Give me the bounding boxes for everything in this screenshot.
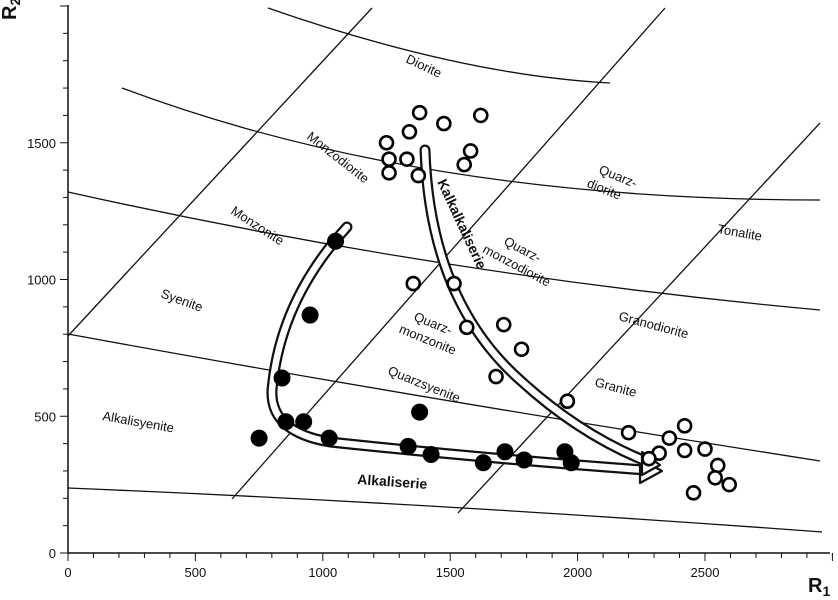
kalkalkali-point (641, 450, 657, 467)
y-tick-label: 1000 (27, 273, 56, 288)
field-label-quarzmonzodiorite: Quarz- monzodiorite (480, 226, 561, 289)
alkali-point (496, 443, 514, 461)
kalkalkali-point (458, 319, 475, 336)
alkali-point (250, 429, 268, 447)
kalkalkali-point (676, 442, 693, 459)
boundary-curve (457, 122, 821, 514)
y-axis-title: R2 (0, 0, 23, 20)
alkali-point (474, 454, 492, 472)
kalkalkali-point (495, 316, 512, 333)
alkali-point (411, 403, 429, 421)
field-label-tonalite: Tonalite (716, 221, 763, 244)
alkali-point (515, 451, 533, 469)
series-label-alkaliserie: Alkaliserie (357, 471, 428, 492)
kalkalkali-point (462, 143, 479, 159)
y-tick-label: 1500 (27, 136, 56, 151)
alkali-point (320, 429, 338, 447)
kalkalkali-point (405, 275, 422, 292)
kalkalkali-point (401, 124, 418, 140)
kalkalkali-point (709, 457, 726, 474)
kalkalkali-point (399, 151, 415, 167)
alkali-point (273, 369, 291, 387)
kalkalkali-point (436, 115, 452, 132)
kalkalkali-point (559, 393, 576, 410)
kalkalkali-point (446, 275, 462, 292)
x-tick-label: 500 (185, 565, 207, 580)
field-label-syenite: Syenite (159, 286, 205, 315)
field-labels: Diorite Monzodiorite Monzonite Syenite A… (101, 51, 763, 435)
alkali-point (562, 454, 580, 472)
field-label-quarzdiorite: Quarz- diorite (585, 160, 643, 208)
field-label-alkalisyenite: Alkalisyenite (101, 408, 175, 435)
alkali-point (301, 306, 319, 324)
boundary-curve (67, 487, 823, 533)
kalkalkali-point (721, 476, 738, 493)
boundary-curve (121, 87, 821, 201)
field-label-quarzmonzonite: Quarz- monzonite (397, 306, 465, 358)
boundary-curve (67, 7, 373, 337)
kalkalkali-point (456, 156, 473, 173)
field-label-diorite: Diorite (404, 51, 444, 80)
kalkalkali-point (513, 341, 530, 358)
data-points (250, 104, 738, 501)
alkali-point (422, 446, 440, 464)
field-label-quarzsyenite: Quarzsyenite (386, 363, 463, 406)
kalkalkali-point (661, 430, 678, 446)
x-tick-label: 2000 (563, 565, 592, 580)
boundary-curve (267, 7, 611, 84)
y-tick-label: 0 (49, 546, 56, 561)
kalkalkali-point (488, 368, 504, 385)
alkali-point (399, 437, 417, 455)
kalkalkali-point (378, 134, 395, 151)
x-tick-label: 0 (64, 565, 71, 580)
x-axis-title: R1 (808, 575, 830, 599)
field-label-granodiorite: Granodiorite (617, 308, 690, 341)
kalkalkali-point (410, 167, 427, 184)
alkali-point (327, 232, 345, 250)
kalkalkali-point (685, 485, 702, 501)
axes: 0 500 1000 1500 2000 2500 0 500 1000 1500 (27, 5, 833, 580)
kalkalkali-point (472, 107, 489, 124)
kalkalkali-point (697, 441, 713, 457)
field-label-monzodiorite: Monzodiorite (304, 129, 372, 187)
kalkalkali-point (381, 165, 397, 181)
axis-ticks: 0 500 1000 1500 2000 2500 0 500 1000 1500 (27, 5, 833, 580)
kalkalkali-point (411, 104, 428, 121)
alkali-point (277, 413, 295, 431)
x-tick-label: 2500 (691, 565, 720, 580)
kalkalkali-point (620, 424, 637, 441)
kalkalkali-point (381, 151, 397, 167)
y-tick-label: 500 (34, 409, 56, 424)
field-label-monzonite: Monzonite (228, 203, 286, 248)
kalkalkali-point (676, 418, 693, 434)
field-label-granite: Granite (593, 374, 638, 400)
alkali-point (295, 413, 313, 431)
x-tick-label: 1000 (308, 565, 337, 580)
x-tick-label: 1500 (436, 565, 465, 580)
kalkalkali-point (707, 469, 723, 486)
